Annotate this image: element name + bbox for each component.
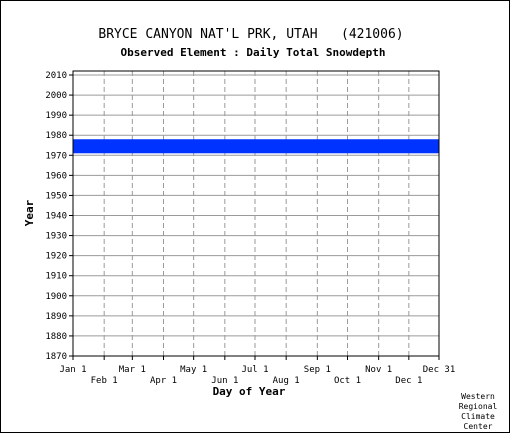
- y-tick-label: 1960: [45, 171, 67, 181]
- y-tick-label: 2000: [45, 91, 67, 101]
- plot-area: [72, 70, 440, 357]
- x-tick-label: Aug 1: [273, 376, 300, 386]
- y-tick-label: 1890: [45, 312, 67, 322]
- x-tick-label: Nov 1: [365, 365, 392, 375]
- chart-subtitle: Observed Element : Daily Total Snowdepth: [121, 46, 386, 59]
- credit-line: Regional: [459, 402, 498, 411]
- data-coverage: [73, 139, 439, 154]
- credit-line: Climate: [461, 412, 495, 421]
- grid: [73, 71, 439, 357]
- x-axis-ticks: Jan 1 Mar 1 May 1 Jul 1 Sep 1 Nov 1 Dec 31 Feb …: [59, 356, 455, 386]
- y-tick-label: 1930: [45, 232, 67, 242]
- coverage-band: [73, 139, 439, 154]
- y-axis-ticks: 1870 1880 1890 1900 1910 1920 1930 1940 1950 1960…: [45, 71, 73, 362]
- y-tick-label: 1970: [45, 151, 67, 161]
- y-tick-label: 1950: [45, 191, 67, 201]
- y-tick-label: 1990: [45, 111, 67, 121]
- y-tick-label: 1920: [45, 252, 67, 262]
- y-tick-label: 1870: [45, 352, 67, 362]
- x-tick-label: Dec 1: [395, 376, 422, 386]
- x-tick-label: Feb 1: [91, 376, 118, 386]
- y-tick-label: 2010: [45, 71, 67, 81]
- x-tick-label: Oct 1: [334, 376, 361, 386]
- x-tick-label: Apr 1: [150, 376, 177, 386]
- credit-line: Center: [464, 422, 493, 431]
- x-axis-label: Day of Year: [213, 385, 286, 398]
- y-tick-label: 1910: [45, 272, 67, 282]
- y-tick-label: 1900: [45, 292, 67, 302]
- y-tick-label: 1880: [45, 332, 67, 342]
- y-axis-label: Year: [23, 199, 36, 226]
- x-tick-label: Mar 1: [119, 365, 146, 375]
- y-tick-label: 1940: [45, 212, 67, 222]
- x-tick-label: Jan 1: [59, 365, 86, 375]
- y-tick-label: 1980: [45, 131, 67, 141]
- x-tick-label: May 1: [180, 365, 207, 375]
- chart-title: BRYCE CANYON NAT'L PRK, UTAH (421006): [98, 27, 403, 42]
- credit-line: Western: [461, 392, 495, 401]
- x-tick-label: Jun 1: [211, 376, 238, 386]
- x-tick-label: Dec 31: [423, 365, 456, 375]
- x-tick-label: Jul 1: [241, 365, 268, 375]
- x-tick-label: Sep 1: [304, 365, 331, 375]
